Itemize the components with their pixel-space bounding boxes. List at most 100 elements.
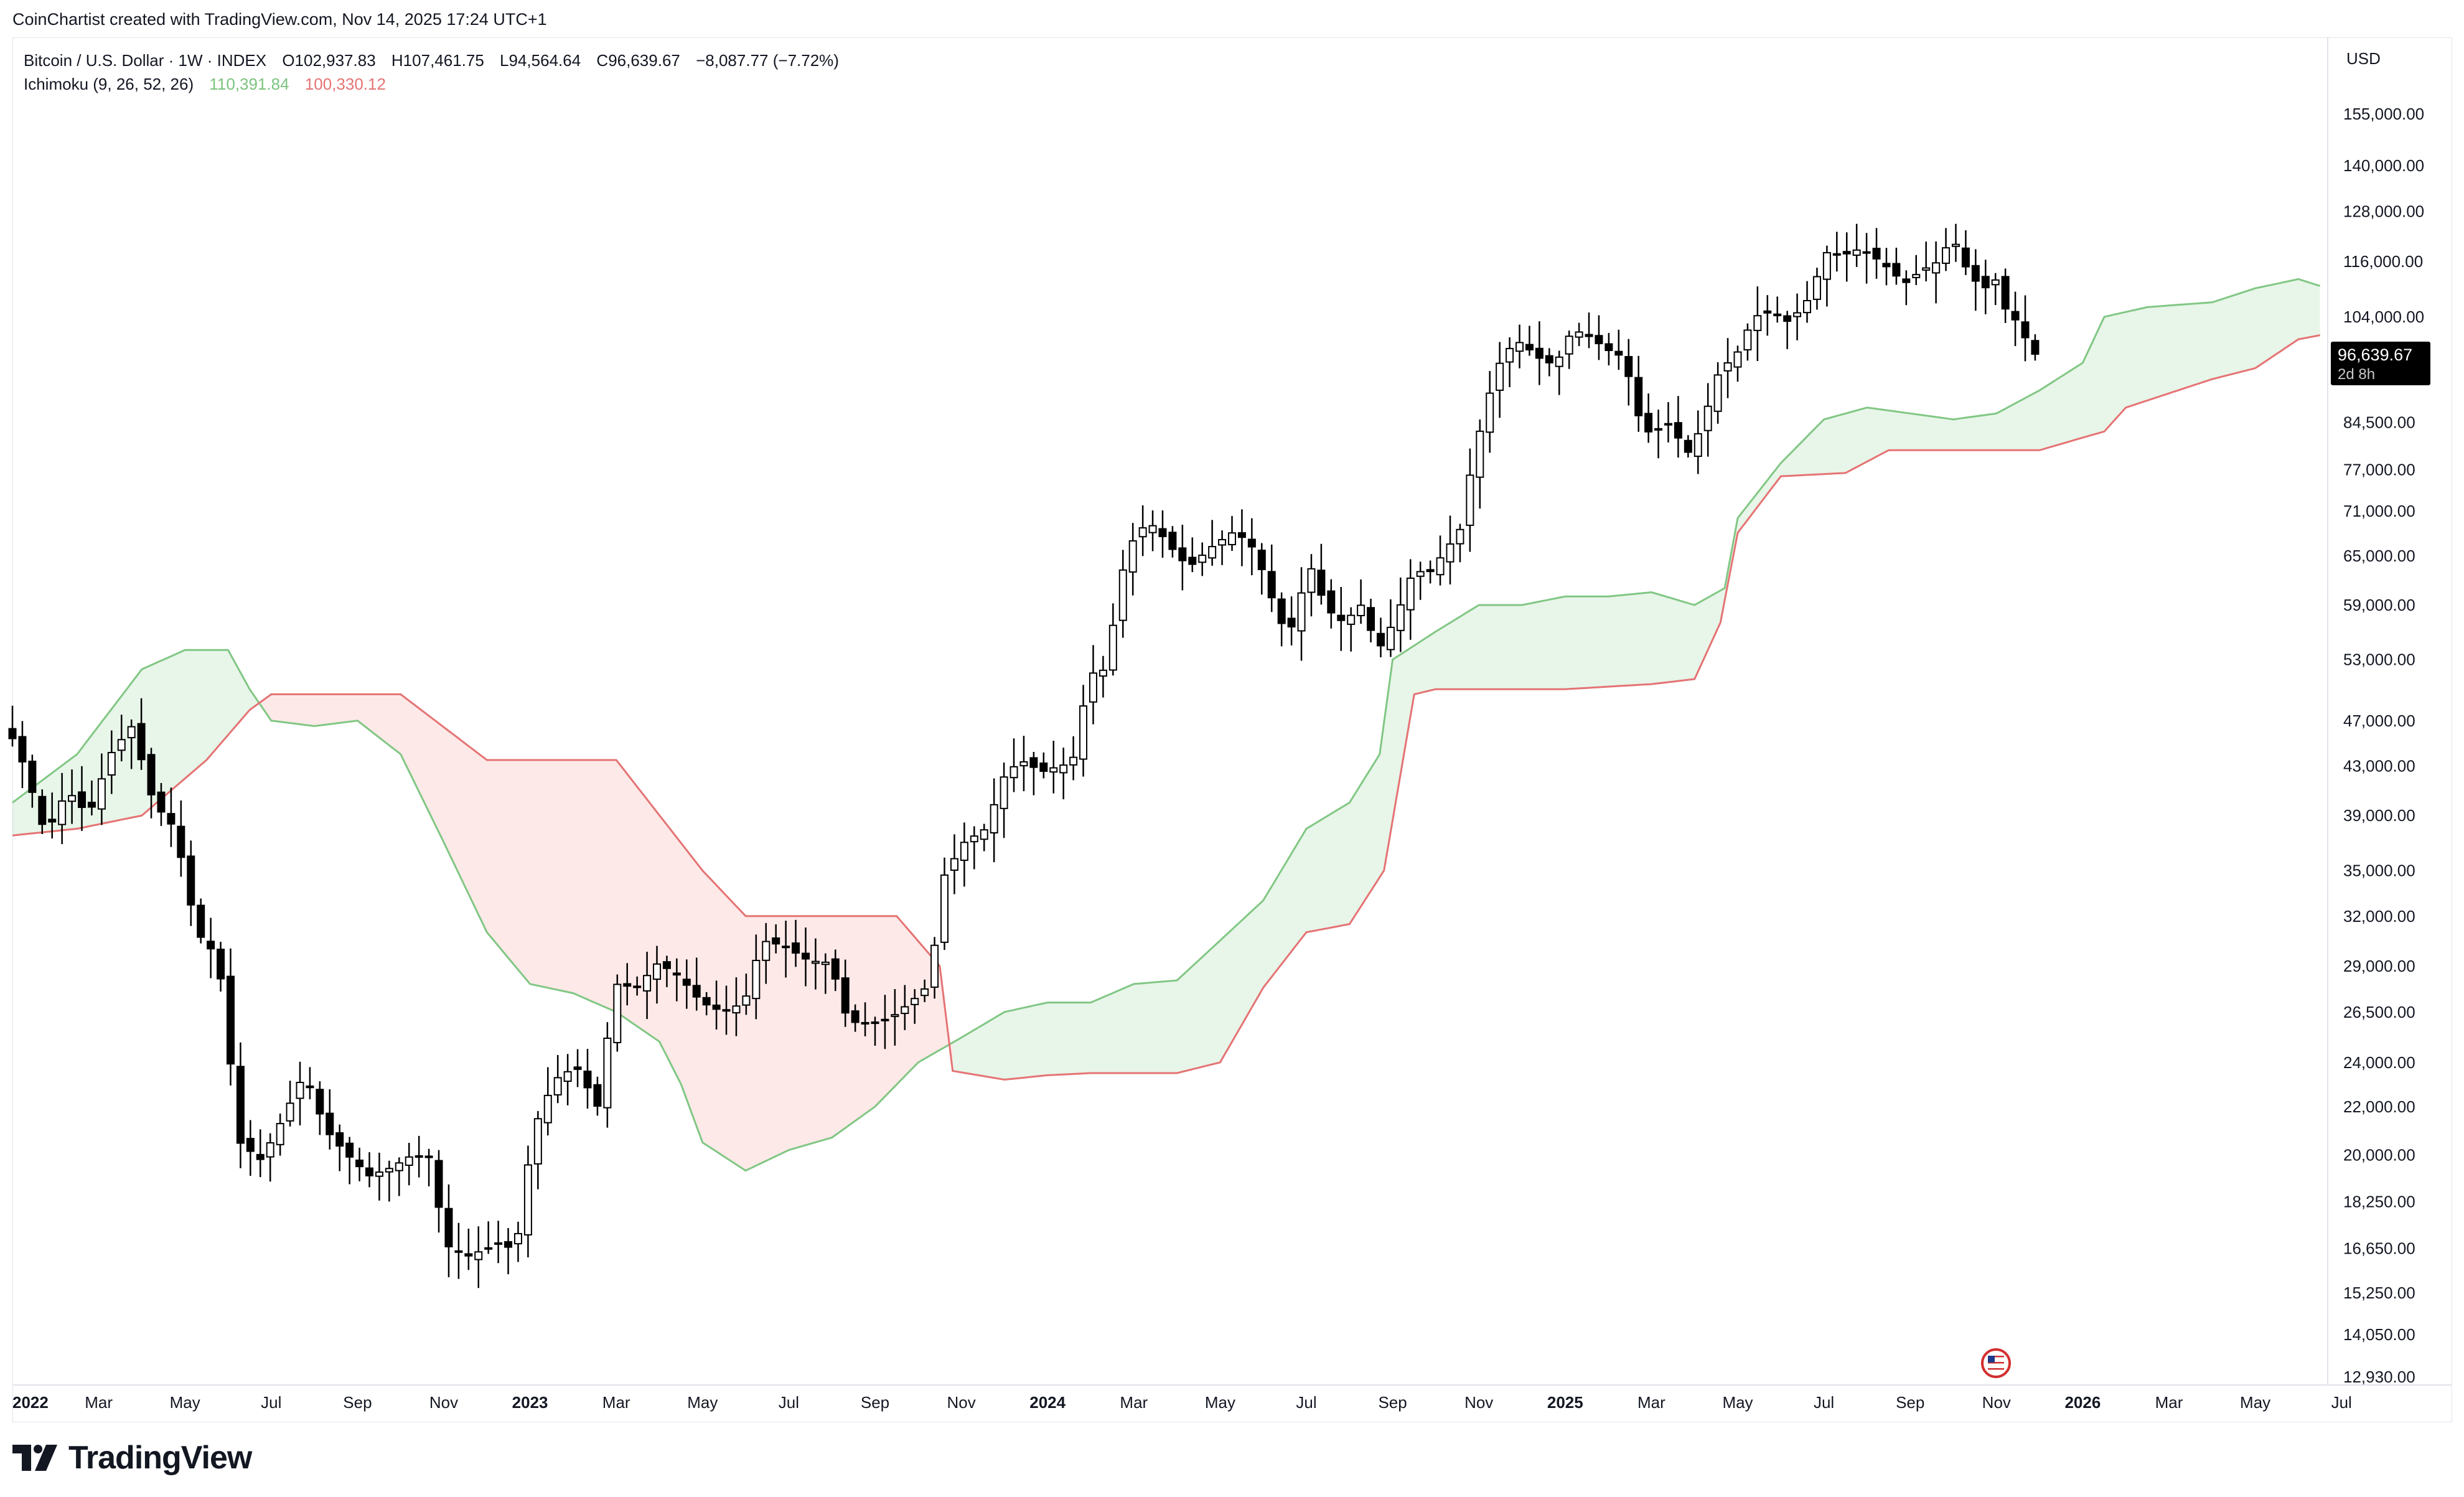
candle-body-down xyxy=(256,1153,265,1160)
candle-body-down xyxy=(48,819,57,823)
candle-body-down xyxy=(712,1004,721,1010)
last-price-value: 96,639.67 xyxy=(2338,345,2412,364)
candle xyxy=(1506,337,1514,388)
candle xyxy=(1743,323,1752,361)
candle-body-down xyxy=(345,1142,354,1158)
candle-body-down xyxy=(1773,313,1782,317)
candle xyxy=(1525,326,1534,356)
candle xyxy=(1981,260,1990,314)
candle xyxy=(1019,736,1028,792)
candle xyxy=(1624,339,1633,406)
candle-body-up xyxy=(1951,243,1960,247)
candle-body-up xyxy=(563,1071,572,1082)
candle xyxy=(1693,410,1702,474)
candle-body-up xyxy=(484,1247,493,1250)
flag-stripe xyxy=(1988,1359,2004,1361)
candle xyxy=(1089,645,1097,725)
candle xyxy=(1862,233,1871,284)
candle-body-down xyxy=(851,1010,860,1023)
candle xyxy=(1674,396,1682,458)
candle-body-up xyxy=(1000,776,1008,809)
candle-body-up xyxy=(523,1164,532,1236)
candle xyxy=(1337,586,1346,651)
candle xyxy=(712,980,721,1030)
candle xyxy=(484,1221,493,1254)
candle xyxy=(68,769,77,824)
candle-body-down xyxy=(861,1021,869,1025)
candle-body-up xyxy=(1347,614,1356,625)
candle-body-up xyxy=(901,1006,909,1015)
candle xyxy=(851,1004,860,1032)
candle-body-up xyxy=(1079,705,1088,760)
candle-body-up xyxy=(970,835,978,843)
tradingview-logo[interactable]: TradingView xyxy=(12,1439,252,1476)
candle xyxy=(1902,270,1911,306)
candle-body-down xyxy=(207,941,215,950)
candle xyxy=(316,1081,324,1135)
candle-body-down xyxy=(672,972,681,976)
candle xyxy=(355,1147,364,1181)
legend-change: −8,087.77 (−7.72%) xyxy=(696,51,839,70)
time-tick-label: 2022 xyxy=(12,1393,49,1412)
candle-body-up xyxy=(385,1168,393,1173)
candles xyxy=(8,223,2040,1288)
candle xyxy=(553,1055,562,1104)
candle xyxy=(1237,509,1246,566)
candle xyxy=(1961,230,1970,275)
candle-body-up xyxy=(821,961,830,965)
candle xyxy=(1773,296,1782,323)
candle-body-down xyxy=(1902,278,1911,283)
candle xyxy=(464,1228,473,1270)
candle-body-down xyxy=(1961,247,1970,268)
candle xyxy=(1317,543,1326,605)
candle-body-up xyxy=(950,858,958,871)
candle-body-down xyxy=(662,961,671,969)
candle xyxy=(1832,232,1841,272)
candle xyxy=(1257,543,1266,595)
candle xyxy=(1595,315,1603,360)
price-tick-label: 24,000.00 xyxy=(2343,1053,2415,1072)
candle xyxy=(97,753,106,825)
candle-body-down xyxy=(2031,340,2040,355)
candle xyxy=(375,1152,383,1201)
candle xyxy=(752,934,761,1020)
legend-indicator[interactable]: Ichimoku (9, 26, 52, 26) xyxy=(24,75,194,93)
candle-body-down xyxy=(434,1160,443,1208)
candle-body-up xyxy=(474,1251,483,1260)
candle-body-up xyxy=(1664,423,1672,426)
last-price-label: 96,639.67 2d 8h xyxy=(2331,341,2430,385)
time-axis[interactable]: 2022 Mar May Jul Sep Nov 2023 Mar May Jul Sep Nov 20… xyxy=(12,1384,2452,1412)
price-tick-label: 140,000.00 xyxy=(2343,156,2424,175)
candle xyxy=(8,705,17,747)
candle-body-down xyxy=(1287,617,1296,628)
candle-body-up xyxy=(811,960,820,964)
candle xyxy=(930,937,939,999)
candle xyxy=(970,826,978,870)
candle-body-down xyxy=(1237,532,1246,538)
candle xyxy=(762,922,771,984)
time-tick-label: Nov xyxy=(947,1393,975,1412)
candle xyxy=(633,976,642,996)
us-flag-icon[interactable] xyxy=(1981,1348,2011,1378)
legend-span-a-value: 110,391.84 xyxy=(209,75,289,93)
candle xyxy=(1812,268,1821,310)
price-axis[interactable]: USD 155,000.00 140,000.00 128,000.00 116,000… xyxy=(2327,37,2424,1386)
candle-body-down xyxy=(177,825,185,858)
candle-body-down xyxy=(1247,538,1256,548)
candle-body-up xyxy=(1832,253,1841,256)
candle xyxy=(1158,510,1167,558)
candle-body-up xyxy=(395,1162,403,1171)
candle-body-up xyxy=(732,1005,741,1014)
candle xyxy=(732,977,741,1036)
candle-body-down xyxy=(1277,598,1286,624)
candle-body-down xyxy=(702,997,711,1006)
candle xyxy=(692,957,701,1011)
price-tick-label: 47,000.00 xyxy=(2343,711,2415,730)
candle-body-down xyxy=(593,1084,602,1107)
candle-body-down xyxy=(633,985,642,988)
candle-body-down xyxy=(246,1138,255,1152)
candle xyxy=(841,959,850,1027)
candle-body-up xyxy=(911,998,919,1005)
candle xyxy=(1178,524,1187,591)
